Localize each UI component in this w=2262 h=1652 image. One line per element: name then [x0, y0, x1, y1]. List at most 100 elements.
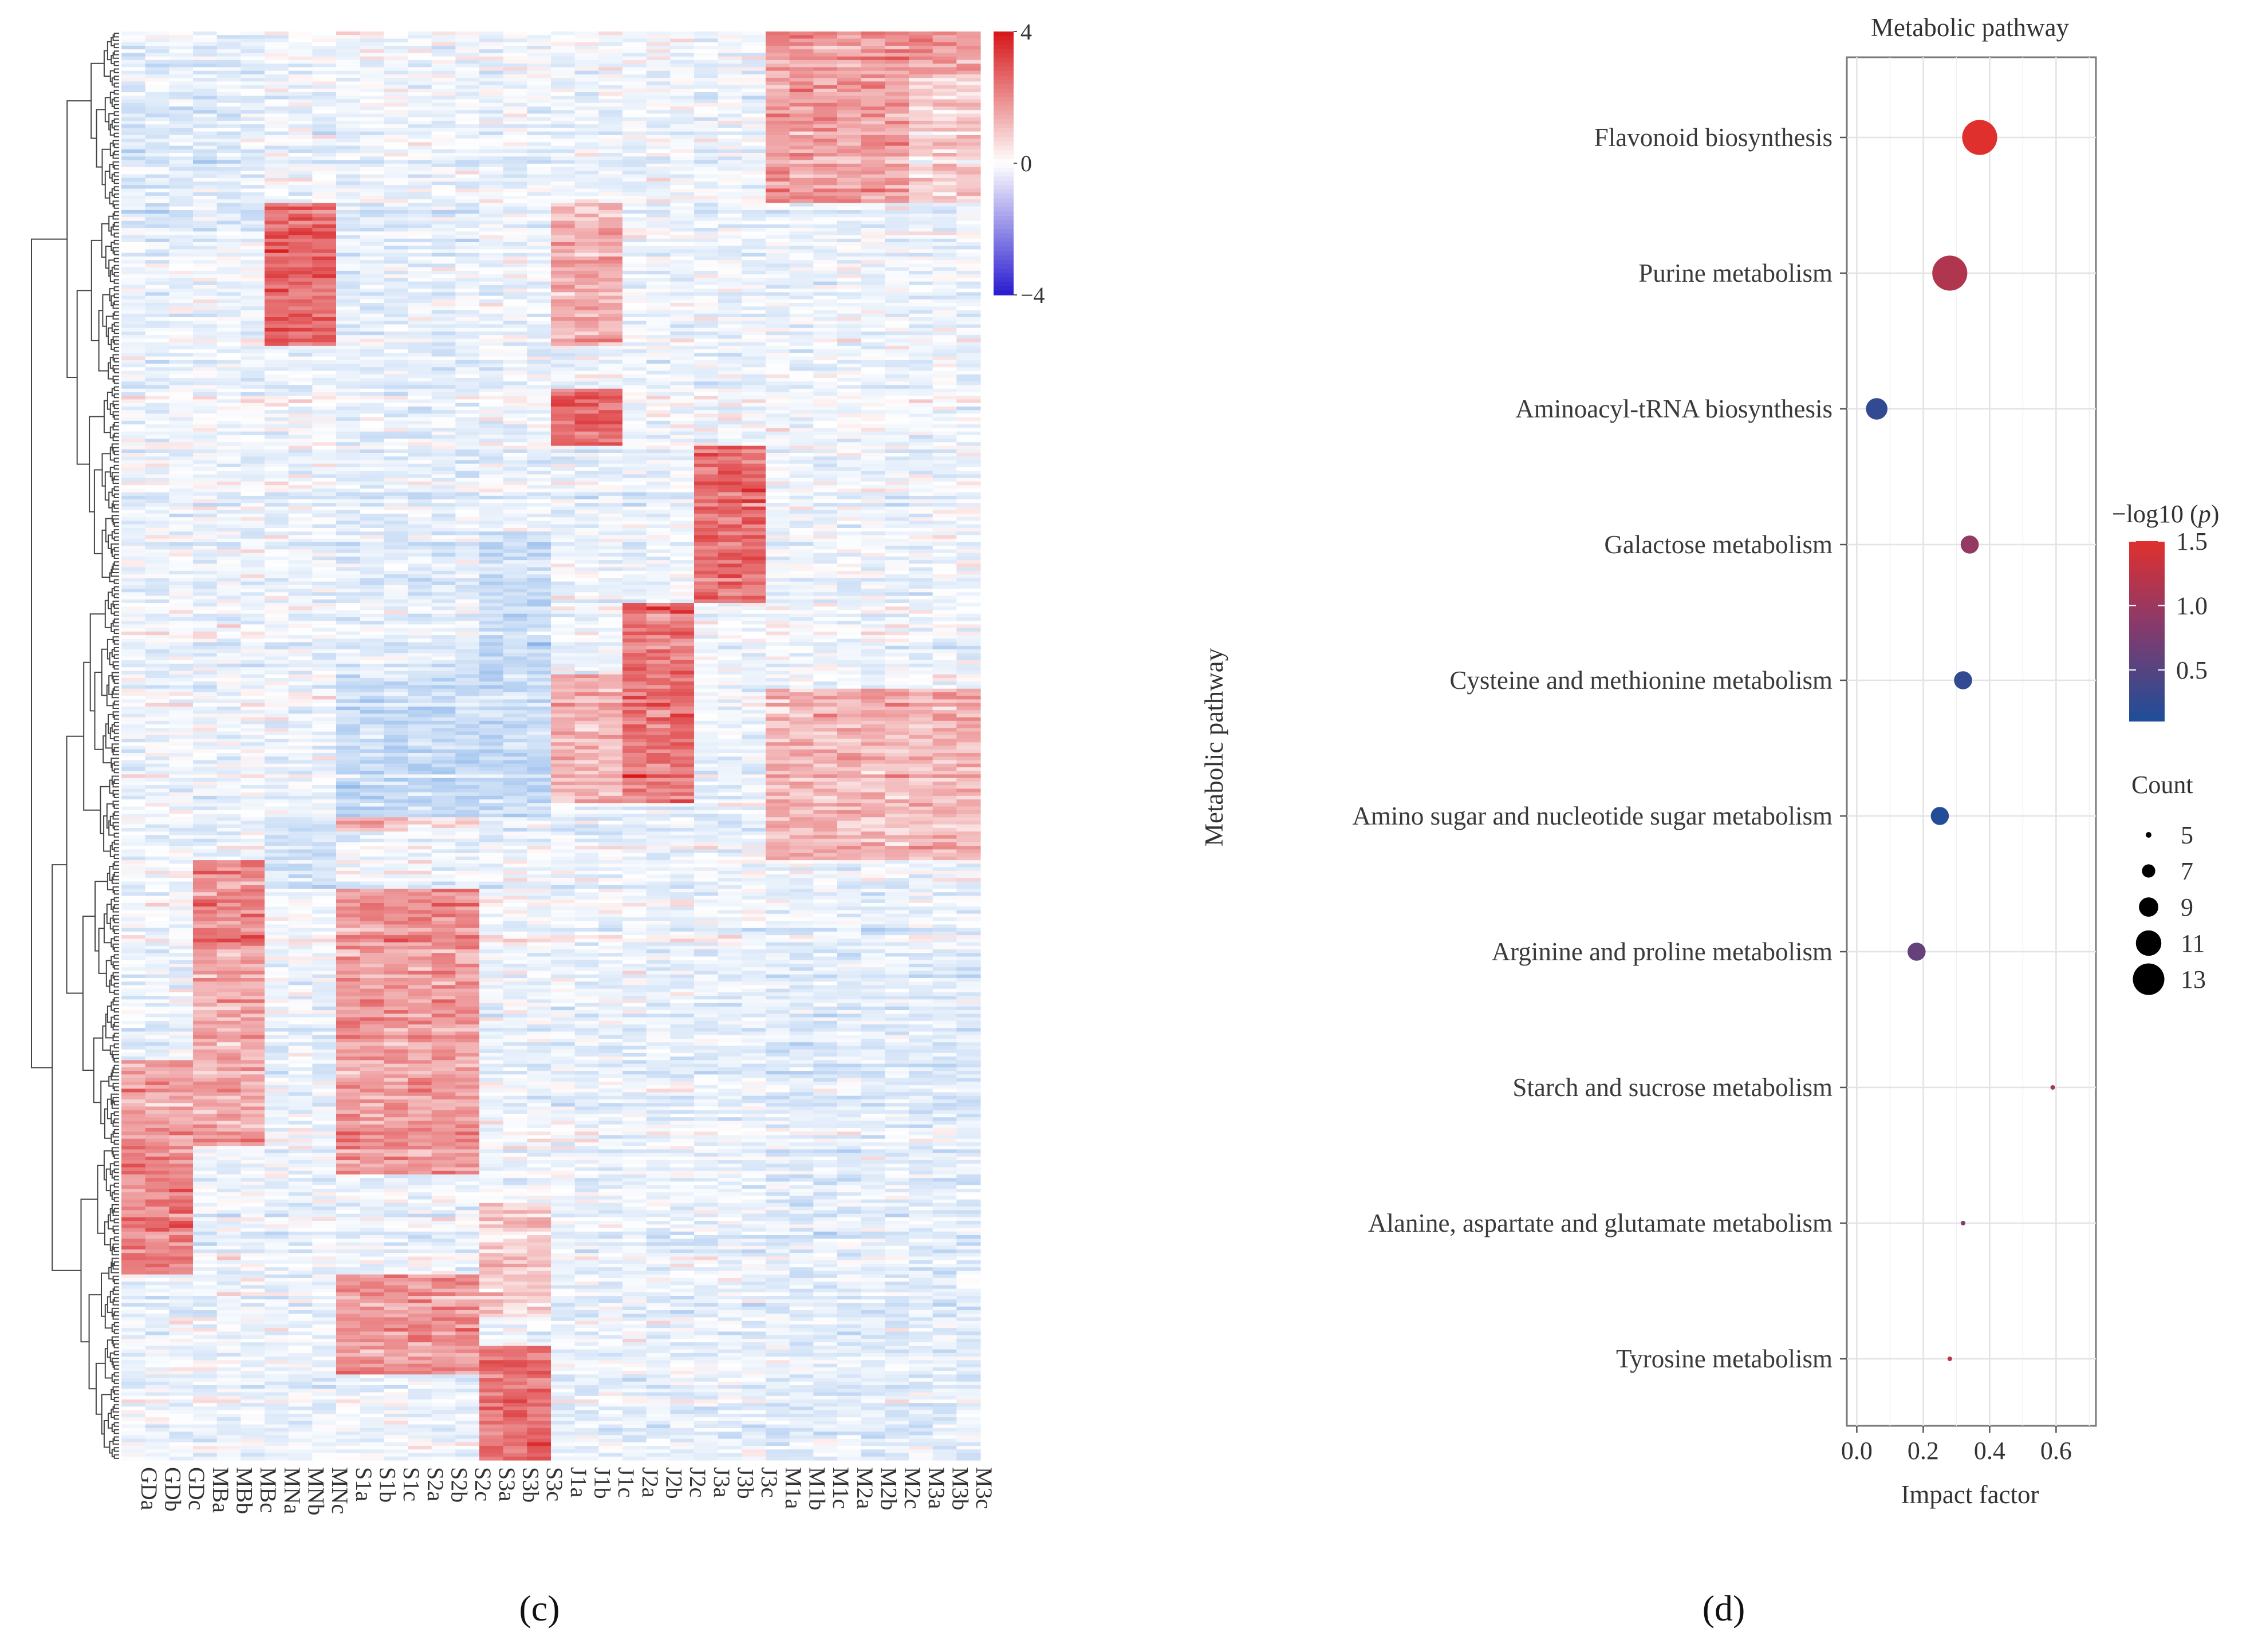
heatmap-cell: [527, 35, 551, 40]
heatmap-cell: [360, 128, 384, 132]
heatmap-cell: [837, 392, 862, 396]
heatmap-row: [121, 385, 981, 389]
heatmap-cell: [718, 49, 742, 54]
heatmap-cell: [408, 313, 432, 318]
heatmap-cell: [789, 281, 814, 286]
heatmap-cell: [861, 442, 885, 447]
heatmap-cell: [718, 328, 742, 332]
heatmap-cell: [312, 342, 337, 346]
heatmap-cell: [861, 263, 885, 268]
heatmap-cell: [384, 374, 408, 378]
heatmap-cell: [360, 428, 384, 432]
heatmap-cell: [742, 463, 766, 468]
heatmap-cell: [336, 117, 361, 121]
heatmap-cell: [742, 417, 766, 421]
heatmap-cell: [813, 303, 838, 307]
heatmap-cell: [670, 378, 695, 382]
heatmap-cell: [885, 45, 909, 50]
heatmap-row: [121, 410, 981, 415]
heatmap-cell: [956, 428, 981, 432]
heatmap-cell: [455, 256, 480, 261]
heatmap-cell: [312, 471, 337, 475]
heatmap-cell: [193, 445, 218, 450]
heatmap-cell: [622, 270, 647, 275]
heatmap-cell: [265, 349, 289, 353]
dendrogram-branch: [113, 1286, 119, 1291]
heatmap-cell: [527, 217, 551, 222]
heatmap-cell: [956, 313, 981, 318]
heatmap-cell: [932, 417, 957, 421]
heatmap-cell: [766, 299, 790, 303]
heatmap-cell: [598, 342, 623, 346]
heatmap-cell: [646, 310, 671, 314]
heatmap-cell: [789, 445, 814, 450]
heatmap-cell: [360, 335, 384, 340]
heatmap-cell: [837, 431, 862, 436]
heatmap-cell: [742, 117, 766, 121]
heatmap-cell: [121, 149, 146, 153]
heatmap-cell: [646, 142, 671, 147]
heatmap-cell: [431, 439, 456, 443]
heatmap-cell: [718, 74, 742, 78]
heatmap-cell: [265, 31, 289, 36]
heatmap-row: [121, 145, 981, 150]
heatmap-cell: [216, 424, 241, 428]
heatmap-cell: [670, 281, 695, 286]
heatmap-cell: [909, 303, 933, 307]
heatmap-cell: [670, 139, 695, 143]
heatmap-cell: [598, 203, 623, 207]
heatmap-cell: [789, 199, 814, 203]
heatmap-row: [121, 203, 981, 207]
heatmap-cell: [455, 149, 480, 153]
heatmap-cell: [718, 42, 742, 46]
heatmap-cell: [193, 174, 218, 179]
heatmap-cell: [718, 410, 742, 415]
heatmap-cell: [479, 96, 504, 100]
heatmap-cell: [885, 56, 909, 61]
heatmap-cell: [431, 367, 456, 372]
heatmap-cell: [574, 428, 599, 432]
heatmap-cell: [956, 471, 981, 475]
heatmap-cell: [742, 178, 766, 182]
heatmap-cell: [455, 445, 480, 450]
heatmap-cell: [813, 99, 838, 104]
heatmap-cell: [646, 263, 671, 268]
heatmap-cell: [241, 292, 265, 297]
heatmap-cell: [121, 256, 146, 261]
heatmap-cell: [408, 242, 432, 246]
heatmap-cell: [694, 453, 719, 457]
heatmap-cell: [527, 431, 551, 436]
heatmap-cell: [384, 310, 408, 314]
heatmap-cell: [956, 81, 981, 86]
heatmap-cell: [813, 53, 838, 57]
heatmap-cell: [312, 142, 337, 147]
heatmap-cell: [718, 53, 742, 57]
heatmap-cell: [646, 124, 671, 129]
heatmap-cell: [622, 60, 647, 64]
heatmap-cell: [956, 228, 981, 232]
heatmap-cell: [336, 70, 361, 75]
heatmap-cell: [336, 299, 361, 303]
heatmap-cell: [718, 171, 742, 175]
heatmap-cell: [932, 367, 957, 372]
heatmap-cell: [527, 364, 551, 368]
heatmap-cell: [455, 338, 480, 343]
heatmap-cell: [431, 321, 456, 325]
heatmap-cell: [861, 70, 885, 75]
heatmap-cell: [216, 270, 241, 275]
heatmap-cell: [241, 53, 265, 57]
heatmap-row: [121, 463, 981, 468]
heatmap-cell: [766, 78, 790, 82]
heatmap-cell: [169, 74, 194, 78]
heatmap-cell: [861, 364, 885, 368]
heatmap-cell: [145, 295, 170, 300]
heatmap-cell: [932, 249, 957, 254]
heatmap-cell: [503, 153, 527, 157]
heatmap-cell: [145, 214, 170, 218]
heatmap-cell: [598, 406, 623, 411]
heatmap-cell: [789, 313, 814, 318]
heatmap-cell: [145, 413, 170, 418]
heatmap-cell: [813, 60, 838, 64]
heatmap-cell: [121, 328, 146, 332]
heatmap-cell: [646, 399, 671, 404]
